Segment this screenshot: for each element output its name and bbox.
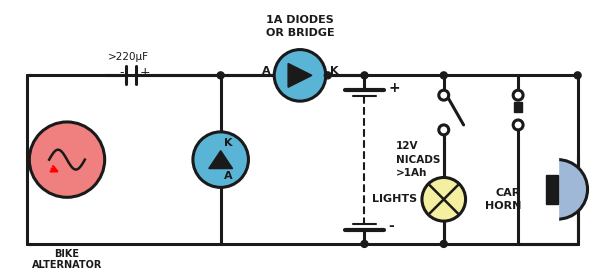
Circle shape: [361, 240, 368, 247]
Text: +: +: [139, 66, 150, 79]
Circle shape: [440, 240, 447, 247]
Circle shape: [439, 90, 449, 100]
Circle shape: [422, 177, 466, 221]
Circle shape: [513, 90, 523, 100]
Text: K: K: [224, 138, 232, 148]
Circle shape: [439, 125, 449, 135]
Text: LIGHTS: LIGHTS: [372, 194, 417, 204]
Text: -: -: [119, 66, 124, 79]
Text: +: +: [388, 81, 400, 95]
Circle shape: [361, 72, 368, 79]
Circle shape: [193, 132, 248, 187]
Circle shape: [324, 72, 331, 79]
Text: 12V
NICADS
>1Ah: 12V NICADS >1Ah: [396, 141, 440, 178]
Bar: [546, 174, 558, 204]
Text: A: A: [262, 67, 270, 76]
Circle shape: [274, 50, 326, 101]
Text: K: K: [330, 67, 338, 76]
Text: -: -: [388, 219, 394, 233]
Bar: [526, 158, 558, 221]
Bar: [514, 102, 522, 112]
Circle shape: [574, 72, 581, 79]
Circle shape: [29, 122, 104, 197]
Text: 1A DIODES
OR BRIDGE: 1A DIODES OR BRIDGE: [266, 15, 334, 38]
Circle shape: [528, 160, 587, 219]
Text: >220μF: >220μF: [108, 52, 149, 62]
Circle shape: [217, 72, 224, 79]
Circle shape: [513, 120, 523, 130]
Text: CAR
HORN: CAR HORN: [485, 188, 521, 211]
Polygon shape: [288, 63, 312, 87]
Text: A: A: [224, 171, 232, 182]
Text: BIKE
ALTERNATOR: BIKE ALTERNATOR: [32, 249, 102, 270]
Polygon shape: [209, 151, 233, 169]
Circle shape: [440, 72, 447, 79]
